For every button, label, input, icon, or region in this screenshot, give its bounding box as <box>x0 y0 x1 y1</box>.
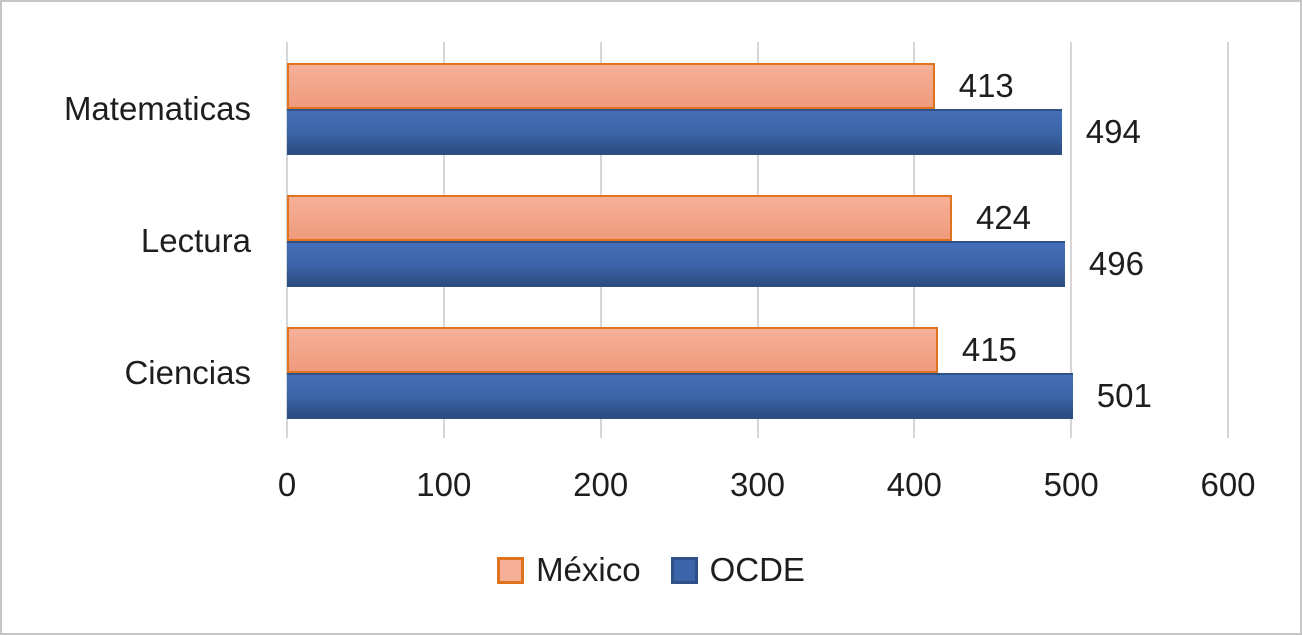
x-axis-tick-label: 0 <box>277 466 297 503</box>
data-label-méxico-lectura: 424 <box>975 199 1032 236</box>
bar-ocde-lectura <box>287 241 1065 287</box>
bar-méxico-ciencias <box>287 327 938 373</box>
bar-ocde-ciencias <box>287 373 1073 419</box>
legend: México OCDE <box>0 551 1302 589</box>
data-label-ocde-matematicas: 494 <box>1085 113 1141 150</box>
bar-ocde-matematicas <box>287 109 1062 155</box>
legend-label-mexico: México <box>536 551 641 588</box>
gridline-500 <box>1070 42 1073 438</box>
category-label-ciencias: Ciencias <box>124 354 251 391</box>
legend-item-mexico: México <box>497 551 641 589</box>
data-label-méxico-matematicas: 413 <box>958 67 1014 104</box>
data-label-ocde-lectura: 496 <box>1088 245 1144 282</box>
x-axis-tick-label: 100 <box>416 466 472 503</box>
gridline-600 <box>1227 42 1229 438</box>
legend-label-ocde: OCDE <box>709 551 805 588</box>
legend-swatch-mexico-icon <box>497 556 525 584</box>
legend-item-ocde: OCDE <box>670 551 805 589</box>
x-axis-tick-label: 200 <box>573 466 629 503</box>
data-label-ocde-ciencias: 501 <box>1096 377 1152 414</box>
data-label-méxico-ciencias: 415 <box>961 331 1017 368</box>
plot-area: 413 494 424 496 415 501 <box>286 42 1229 438</box>
category-label-lectura: Lectura <box>140 222 251 259</box>
x-axis-tick-label: 500 <box>1043 466 1099 503</box>
bar-méxico-matematicas <box>287 63 935 109</box>
x-axis-tick-label: 600 <box>1200 466 1256 503</box>
bar-méxico-lectura <box>287 195 952 241</box>
x-axis-tick-label: 400 <box>886 466 942 503</box>
x-axis-tick-label: 300 <box>729 466 786 503</box>
category-label-matematicas: Matematicas <box>63 90 251 127</box>
legend-swatch-ocde-icon <box>670 556 698 584</box>
